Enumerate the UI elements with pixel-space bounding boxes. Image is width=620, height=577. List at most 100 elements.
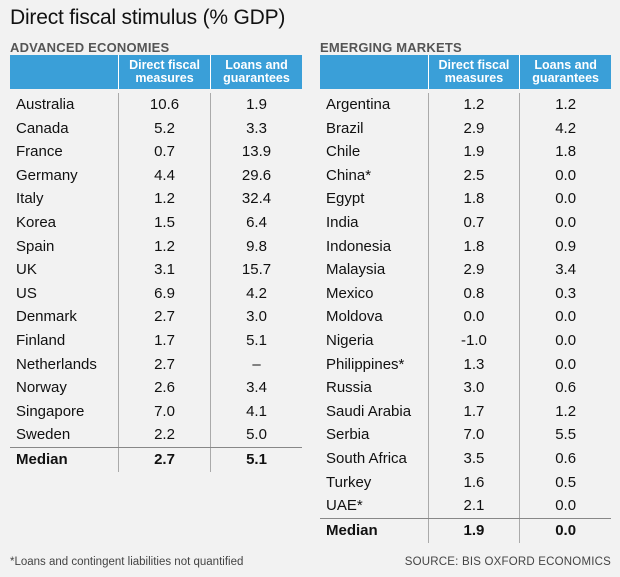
country-cell: China* — [326, 166, 372, 184]
loans-value-cell: 5.0 — [210, 423, 302, 447]
country-cell: Germany — [16, 166, 78, 184]
loans-value-cell: 0.0 — [519, 305, 611, 329]
country-cell: Denmark — [16, 308, 77, 326]
loans-value-cell: 5.1 — [210, 328, 302, 353]
table-row: Brazil 2.9 4.2 — [320, 116, 611, 141]
table-row: Egypt 1.8 0.0 — [320, 187, 611, 211]
table-row: Moldova 0.0 0.0 — [320, 305, 611, 329]
loans-value-cell: 9.8 — [210, 234, 302, 259]
country-cell: Australia — [16, 96, 75, 113]
country-cell: Spain — [16, 237, 55, 255]
table-row: UK 3.1 15.7 — [10, 258, 302, 282]
country-cell: Egypt — [326, 190, 365, 208]
emerging-markets-table: EMERGING MARKETS Direct fiscal measures … — [320, 40, 611, 543]
loans-value-cell: 3.0 — [210, 305, 302, 329]
loans-value-cell: 3.3 — [210, 116, 302, 141]
country-cell: Italy — [16, 190, 44, 208]
table-row: Russia 3.0 0.6 — [320, 376, 611, 400]
chart-title: Direct fiscal stimulus (% GDP) — [10, 6, 286, 29]
loans-value-cell: – — [210, 352, 302, 377]
table-row: Philippines* 1.3 0.0 — [320, 352, 611, 377]
table-row: US 6.9 4.2 — [10, 281, 302, 306]
country-cell: Indonesia — [326, 237, 392, 255]
loans-value-cell: 4.2 — [519, 116, 611, 141]
loans-value-cell: 0.0 — [519, 494, 611, 518]
direct-value-cell: 2.6 — [118, 376, 210, 400]
country-cell: South Africa — [326, 449, 407, 467]
country-cell: Serbia — [326, 426, 370, 444]
table-row: Spain 1.2 9.8 — [10, 234, 302, 259]
median-direct-cell: 2.7 — [118, 447, 210, 472]
direct-value-cell: 1.2 — [118, 187, 210, 211]
loans-value-cell: 3.4 — [519, 258, 611, 282]
loans-value-cell: 0.6 — [519, 446, 611, 471]
direct-value-cell: 1.5 — [118, 210, 210, 235]
loans-value-cell: 0.3 — [519, 281, 611, 306]
table-row: Indonesia 1.8 0.9 — [320, 234, 611, 259]
direct-value-cell: 0.7 — [427, 210, 520, 235]
loans-value-cell: 29.6 — [210, 163, 302, 188]
table-body: Argentina 1.2 1.2 Brazil 2.9 4.2 Chile 1.9 1.8 Ch… — [320, 89, 611, 543]
table-row: France 0.7 13.9 — [10, 140, 302, 164]
country-cell: Saudi Arabia — [326, 402, 412, 420]
country-cell: Singapore — [16, 402, 85, 420]
table-row: South Africa 3.5 0.6 — [320, 446, 611, 471]
country-cell: France — [16, 143, 63, 161]
column-header-loans: Loans and guarantees — [519, 55, 611, 89]
table-row: China* 2.5 0.0 — [320, 163, 611, 188]
country-cell: Russia — [326, 379, 372, 397]
country-cell: Norway — [16, 379, 67, 397]
country-cell: Finland — [16, 331, 66, 349]
direct-value-cell: 1.3 — [427, 352, 520, 377]
table-row: Mexico 0.8 0.3 — [320, 281, 611, 306]
country-cell: Canada — [16, 119, 69, 137]
direct-value-cell: 5.2 — [118, 116, 210, 141]
loans-value-cell: 0.0 — [519, 187, 611, 211]
country-cell: US — [16, 284, 37, 302]
country-cell: Sweden — [16, 426, 71, 444]
loans-value-cell: 4.1 — [210, 399, 302, 424]
direct-value-cell: 1.6 — [427, 470, 520, 495]
loans-value-cell: 1.9 — [210, 93, 302, 117]
loans-value-cell: 15.7 — [210, 258, 302, 282]
table-row: Singapore 7.0 4.1 — [10, 399, 302, 424]
table-row: Argentina 1.2 1.2 — [320, 93, 611, 117]
column-header-loans: Loans and guarantees — [210, 55, 302, 89]
table-row: Canada 5.2 3.3 — [10, 116, 302, 141]
column-header-country — [320, 55, 428, 89]
loans-value-cell: 6.4 — [210, 210, 302, 235]
median-row: Median 1.9 0.0 — [320, 517, 611, 543]
direct-value-cell: 2.7 — [118, 305, 210, 329]
direct-value-cell: 1.8 — [427, 187, 520, 211]
median-direct-cell: 1.9 — [427, 518, 520, 543]
table-row: Norway 2.6 3.4 — [10, 376, 302, 400]
loans-value-cell: 0.5 — [519, 470, 611, 495]
direct-value-cell: 1.7 — [427, 399, 520, 424]
table-body: Australia 10.6 1.9 Canada 5.2 3.3 France 0.7 13.… — [10, 89, 302, 472]
direct-value-cell: 0.8 — [427, 281, 520, 306]
country-cell: India — [326, 213, 359, 231]
median-row: Median 2.7 5.1 — [10, 446, 302, 472]
direct-value-cell: 3.1 — [118, 258, 210, 282]
country-cell: Mexico — [326, 284, 374, 302]
section-title: ADVANCED ECONOMIES — [10, 40, 170, 55]
table-row: Nigeria -1.0 0.0 — [320, 328, 611, 353]
direct-value-cell: 1.9 — [427, 140, 520, 164]
direct-value-cell: 7.0 — [118, 399, 210, 424]
table-row: Chile 1.9 1.8 — [320, 140, 611, 164]
source-note: SOURCE: BIS OXFORD ECONOMICS — [404, 556, 611, 568]
loans-value-cell: 1.2 — [519, 399, 611, 424]
direct-value-cell: 1.7 — [118, 328, 210, 353]
section-title: EMERGING MARKETS — [320, 40, 462, 55]
table-row: UAE* 2.1 0.0 — [320, 494, 611, 518]
country-cell: UAE* — [326, 497, 363, 515]
country-cell: Malaysia — [326, 261, 386, 279]
country-cell: Moldova — [326, 308, 383, 326]
direct-value-cell: 6.9 — [118, 281, 210, 306]
direct-value-cell: 2.1 — [427, 494, 520, 518]
loans-value-cell: 13.9 — [210, 140, 302, 164]
column-header-country — [10, 55, 118, 89]
loans-value-cell: 32.4 — [210, 187, 302, 211]
direct-value-cell: 0.7 — [118, 140, 210, 164]
table-row: Korea 1.5 6.4 — [10, 210, 302, 235]
